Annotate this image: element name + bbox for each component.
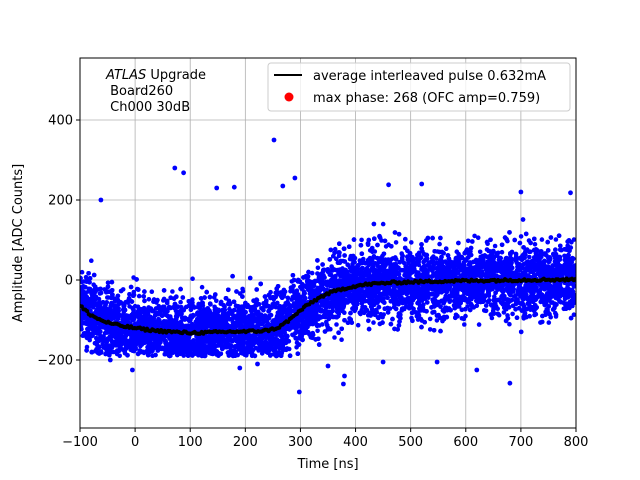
sample-point [546, 320, 552, 325]
sample-point [492, 294, 497, 299]
sample-point [371, 320, 376, 325]
sample-point [486, 298, 492, 303]
sample-point [539, 237, 545, 242]
sample-point [89, 258, 94, 264]
sample-point [149, 289, 155, 295]
sample-point [288, 289, 293, 294]
sample-point [476, 322, 482, 327]
sample-point [477, 249, 483, 255]
sample-point [339, 337, 344, 343]
sample-point [178, 299, 183, 305]
sample-point [501, 310, 507, 315]
scatter-series [80, 137, 576, 395]
sample-point [510, 311, 515, 317]
sample-point [507, 321, 512, 327]
sample-point [434, 318, 440, 323]
sample-point [127, 304, 132, 309]
sample-point [454, 249, 460, 254]
sample-point [97, 291, 103, 296]
sample-point [492, 243, 498, 249]
sample-point [472, 233, 477, 239]
sample-point [330, 308, 335, 314]
sample-point [315, 265, 321, 271]
sample-point [116, 306, 121, 311]
sample-point [462, 322, 467, 327]
sample-point [553, 237, 559, 242]
sample-point [84, 344, 90, 350]
sample-point [571, 312, 576, 317]
sample-point [380, 221, 386, 227]
sample-point [518, 234, 524, 239]
sample-point [553, 314, 559, 319]
sample-point [190, 276, 195, 282]
sample-point [146, 297, 152, 302]
sample-point [366, 318, 371, 324]
sample-point [227, 306, 232, 312]
sample-point [315, 271, 320, 276]
sample-point [527, 254, 532, 260]
sample-point [170, 289, 175, 294]
sample-point [105, 295, 110, 300]
sample-point [475, 235, 481, 240]
sample-point [483, 303, 489, 308]
sample-point [440, 318, 445, 324]
sample-point [499, 249, 505, 255]
sample-point [80, 279, 85, 285]
sample-point [334, 322, 339, 327]
sample-point [522, 311, 528, 316]
sample-point [465, 238, 471, 244]
sample-point [315, 328, 320, 334]
sample-point [418, 316, 424, 322]
sample-point [332, 335, 337, 340]
sample-point [181, 353, 186, 358]
sample-point [332, 246, 338, 252]
sample-point [136, 293, 142, 299]
sample-point [434, 256, 439, 261]
sample-point [199, 284, 205, 290]
sample-point [393, 240, 399, 245]
sample-point [309, 270, 315, 276]
sample-point [359, 237, 364, 243]
sample-point [437, 241, 442, 247]
sample-point [427, 327, 433, 332]
sample-point [532, 242, 538, 247]
sample-point [427, 316, 433, 322]
sample-point [409, 240, 414, 245]
sample-point [355, 322, 361, 328]
sample-point [403, 264, 408, 269]
sample-point [236, 304, 241, 309]
sample-point [511, 294, 517, 299]
sample-point [161, 298, 166, 303]
sample-point [370, 249, 375, 255]
sample-point [80, 269, 85, 275]
sample-point [214, 298, 219, 304]
sample-point [320, 322, 325, 327]
sample-point [484, 247, 490, 252]
sample-point [474, 303, 480, 309]
